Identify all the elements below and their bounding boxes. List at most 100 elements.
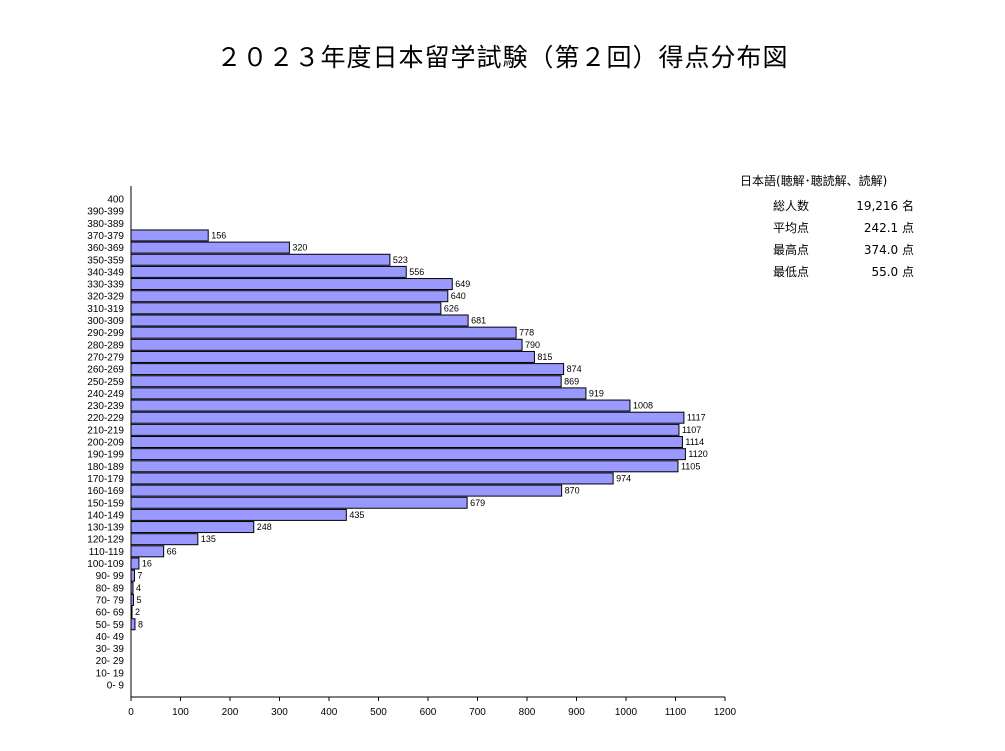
y-tick-label: 270-279	[87, 352, 124, 363]
y-tick-label: 240-249	[87, 389, 124, 400]
bar	[130, 593, 134, 606]
y-tick-label: 10- 19	[96, 668, 125, 679]
y-tick-label: 280-289	[87, 340, 124, 351]
y-tick-label: 30- 39	[96, 644, 125, 655]
data-label: 778	[519, 328, 534, 338]
data-label: 681	[471, 316, 486, 326]
data-label: 248	[257, 522, 272, 532]
data-label: 5	[136, 595, 141, 605]
stats-value: 374.0 点	[863, 243, 914, 257]
x-tick-label: 300	[271, 707, 288, 718]
x-tick-label: 700	[469, 707, 486, 718]
bar	[130, 533, 199, 546]
bar	[130, 606, 133, 619]
data-label: 1105	[681, 461, 700, 471]
bar	[130, 229, 209, 242]
bar	[130, 472, 614, 485]
stats-header: 日本語(聴解･聴読解、読解)	[740, 174, 888, 188]
y-tick-label: 80- 89	[96, 583, 125, 594]
y-tick-label: 390-399	[87, 207, 124, 218]
bar	[130, 581, 134, 594]
stats-label: 平均点	[773, 221, 810, 235]
bar	[130, 302, 442, 315]
y-tick-label: 60- 69	[96, 608, 125, 619]
bar	[130, 278, 453, 291]
data-label: 1117	[687, 413, 706, 423]
data-label: 1120	[688, 449, 707, 459]
data-label: 4	[136, 583, 141, 593]
data-label: 135	[201, 534, 216, 544]
bar	[130, 265, 407, 278]
bar	[130, 557, 140, 570]
stats-row-min: 最低点 55.0 点	[740, 261, 940, 283]
stats-value: 242.1 点	[863, 221, 914, 235]
data-label: 16	[142, 559, 152, 569]
bar	[130, 253, 391, 266]
data-label: 919	[589, 388, 604, 398]
data-label: 435	[349, 510, 364, 520]
y-tick-label: 100-109	[87, 559, 124, 570]
bar	[130, 375, 562, 388]
data-label: 320	[292, 243, 307, 253]
bar	[130, 569, 135, 582]
x-tick-label: 600	[420, 707, 437, 718]
data-label: 626	[444, 303, 459, 313]
stats-row-average: 平均点 242.1 点	[740, 217, 940, 239]
stats-value: 19,216 名	[856, 199, 914, 213]
y-tick-label: 20- 29	[96, 656, 125, 667]
y-tick-label: 310-319	[87, 304, 124, 315]
data-label: 8	[138, 619, 143, 629]
bar	[130, 399, 631, 412]
y-tick-label: 180-189	[87, 462, 124, 473]
y-tick-label: 340-349	[87, 267, 124, 278]
y-tick-label: 260-269	[87, 365, 124, 376]
y-tick-label: 350-359	[87, 255, 124, 266]
y-tick-label: 300-309	[87, 316, 124, 327]
data-label: 156	[211, 230, 226, 240]
y-tick-label: 110-119	[89, 547, 125, 558]
data-label: 790	[525, 340, 540, 350]
y-tick-label: 330-339	[87, 280, 124, 291]
bar	[130, 326, 517, 339]
bar	[130, 411, 685, 424]
y-tick-label: 170-179	[87, 474, 124, 485]
y-tick-label: 140-149	[87, 510, 124, 521]
stats-value: 55.0 点	[871, 265, 914, 279]
data-label: 2	[135, 607, 140, 617]
y-tick-label: 220-229	[87, 413, 124, 424]
bar	[130, 241, 290, 254]
y-tick-label: 130-139	[87, 523, 124, 534]
y-tick-label: 380-389	[87, 219, 124, 230]
data-label: 7	[137, 571, 142, 581]
bar	[130, 545, 165, 558]
bar	[130, 338, 523, 351]
y-tick-label: 70- 79	[96, 595, 125, 606]
y-tick-label: 150-159	[87, 498, 124, 509]
stats-row-max: 最高点 374.0 点	[740, 239, 940, 261]
page-title: ２０２３年度日本留学試験（第２回）得点分布図	[216, 43, 789, 72]
bar	[130, 314, 469, 327]
y-tick-label: 230-239	[87, 401, 124, 412]
y-tick-label: 370-379	[87, 231, 124, 242]
stats-panel: 日本語(聴解･聴読解、読解) 総人数 19,216 名 平均点 242.1 点 …	[740, 172, 940, 283]
bar	[130, 496, 468, 509]
y-tick-label: 290-299	[87, 328, 124, 339]
data-label: 874	[567, 364, 582, 374]
y-tick-label: 120-129	[87, 535, 124, 546]
y-tick-label: 250-259	[87, 377, 124, 388]
bar	[130, 508, 347, 521]
x-tick-label: 800	[519, 707, 536, 718]
bar	[130, 387, 587, 400]
y-tick-label: 90- 99	[96, 571, 125, 582]
stats-label: 総人数	[773, 199, 810, 213]
x-tick-label: 400	[321, 707, 338, 718]
bar	[130, 484, 563, 497]
data-label: 556	[409, 267, 424, 277]
bar	[130, 521, 255, 534]
x-tick-label: 1200	[714, 707, 737, 718]
y-tick-label: 360-369	[87, 243, 124, 254]
data-label: 640	[451, 291, 466, 301]
stats-label: 最低点	[773, 265, 810, 279]
bar	[130, 363, 565, 376]
